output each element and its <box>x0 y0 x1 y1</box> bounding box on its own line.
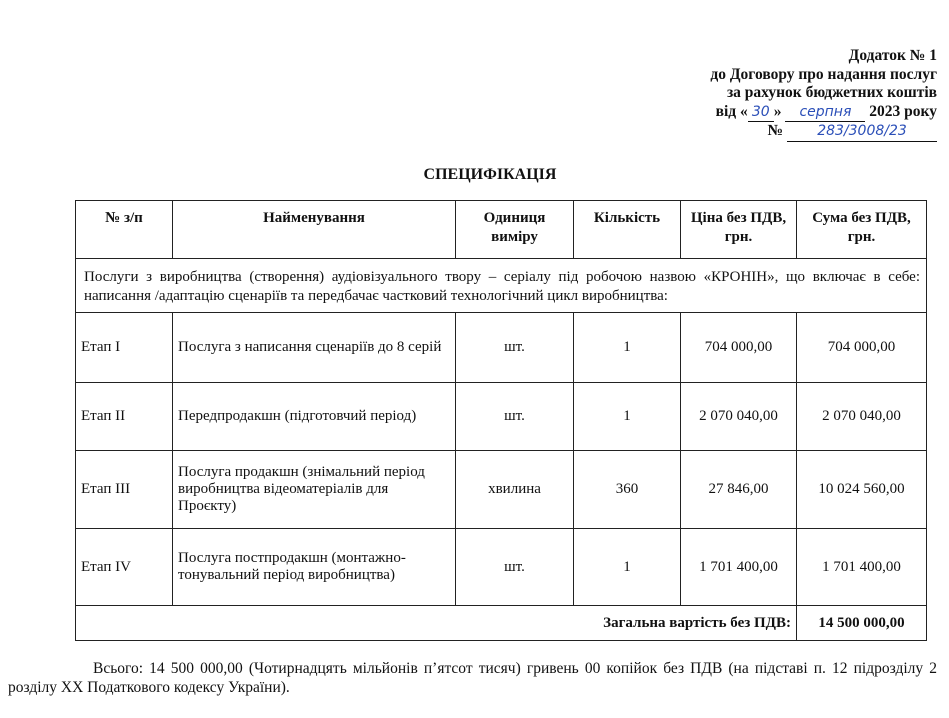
col-name: Найменування <box>172 200 456 259</box>
qty: 1 <box>573 382 681 451</box>
table-header-row: № з/п Найменування Одиниця виміру Кількі… <box>75 200 927 259</box>
price: 1 701 400,00 <box>680 528 797 606</box>
qty: 1 <box>573 312 681 383</box>
contract-ref: до Договору про надання послуг <box>710 65 937 83</box>
contract-date: від «30» серпня 2023 року <box>710 102 937 122</box>
handwritten-month: серпня <box>785 103 866 122</box>
col-qty: Кількість <box>573 200 681 259</box>
service-name: Послуга продакшн (знімальний період виро… <box>172 450 456 529</box>
sum: 2 070 040,00 <box>796 382 927 451</box>
contract-number: № 283/3008/23 <box>710 122 937 142</box>
stage: Етап ІІ <box>75 382 173 451</box>
sum: 1 701 400,00 <box>796 528 927 606</box>
date-mid: » <box>773 102 782 120</box>
qty: 360 <box>573 450 681 529</box>
appendix-title: Додаток № 1 <box>848 47 937 64</box>
number-prefix: № <box>767 122 784 139</box>
total-row: Загальна вартість без ПДВ: 14 500 000,00 <box>75 605 927 641</box>
date-prefix: від « <box>715 102 748 120</box>
col-unit: Одиниця виміру <box>455 200 574 259</box>
handwritten-day: 30 <box>747 103 774 122</box>
specification-table: № з/п Найменування Одиниця виміру Кількі… <box>75 200 927 641</box>
sum: 10 024 560,00 <box>796 450 927 529</box>
table-row: Етап IV Послуга постпродакшн (монтажно-то… <box>75 528 927 606</box>
col-price: Ціна без ПДВ, грн. <box>680 200 797 259</box>
service-name: Послуга постпродакшн (монтажно-тонувальн… <box>172 528 456 606</box>
table-row: Етап ІІІ Послуга продакшн (знімальний пер… <box>75 450 927 529</box>
stage: Етап IV <box>75 528 173 606</box>
price: 704 000,00 <box>680 312 797 383</box>
stage: Етап І <box>75 312 173 383</box>
table-row: Етап ІІ Передпродакшн (підготовчий період… <box>75 382 927 451</box>
total-label: Загальна вартість без ПДВ: <box>75 605 797 641</box>
col-number: № з/п <box>75 200 173 259</box>
col-sum: Сума без ПДВ, грн. <box>796 200 927 259</box>
total-in-words: Всього: 14 500 000,00 (Чотирнадцять міль… <box>8 660 937 696</box>
total-value: 14 500 000,00 <box>796 605 927 641</box>
unit: шт. <box>455 528 574 606</box>
service-name: Передпродакшн (підготовчий період) <box>172 382 456 451</box>
price: 2 070 040,00 <box>680 382 797 451</box>
sum: 704 000,00 <box>796 312 927 383</box>
unit: шт. <box>455 382 574 451</box>
qty: 1 <box>573 528 681 606</box>
service-name: Послуга з написання сценаріїв до 8 серій <box>172 312 456 383</box>
unit: шт. <box>455 312 574 383</box>
unit: хвилина <box>455 450 574 529</box>
table-row: Етап І Послуга з написання сценаріїв до 8… <box>75 312 927 383</box>
price: 27 846,00 <box>680 450 797 529</box>
date-year: 2023 року <box>869 102 937 120</box>
stage: Етап ІІІ <box>75 450 173 529</box>
contract-ref-2: за рахунок бюджетних коштів <box>726 84 937 101</box>
handwritten-number: 283/3008/23 <box>787 122 937 142</box>
service-description: Послуги з виробництва (створення) аудіов… <box>75 258 927 313</box>
appendix-header: Додаток № 1 до Договору про надання посл… <box>710 47 937 142</box>
document-title: СПЕЦИФІКАЦІЯ <box>423 166 557 183</box>
